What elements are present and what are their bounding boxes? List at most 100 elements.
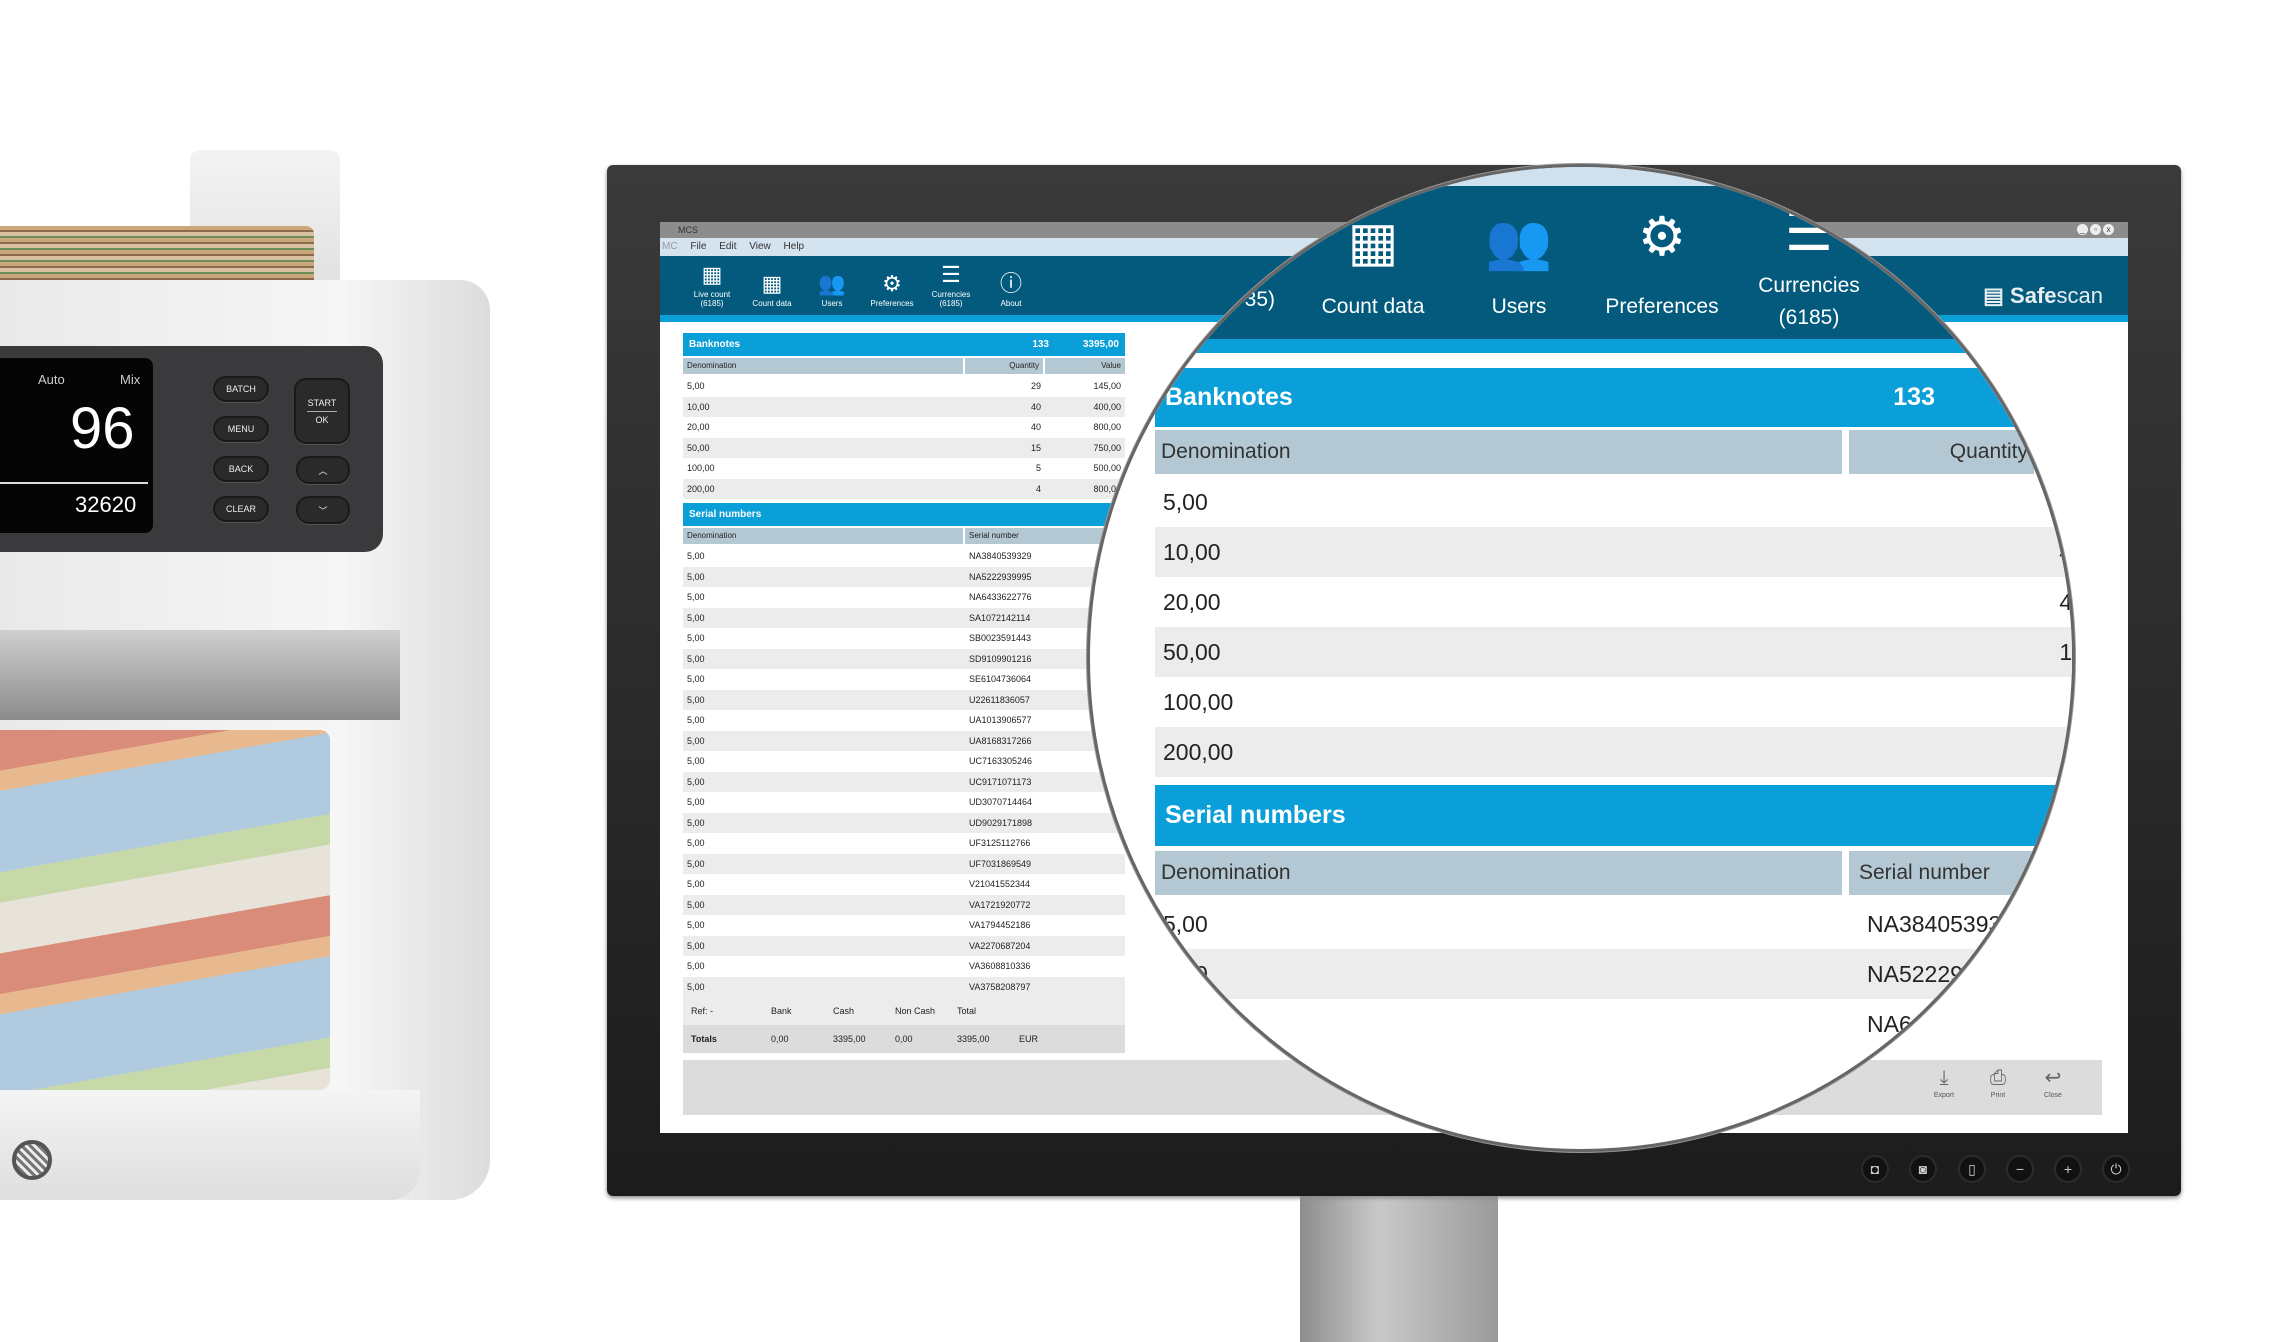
ok-label: OK	[307, 410, 337, 425]
serial-denomination: 5,00	[687, 940, 705, 951]
menu-mc[interactable]: MC	[662, 241, 678, 252]
export-button[interactable]: ⤓ Export	[1922, 1064, 1966, 1099]
menu-file[interactable]: File	[690, 241, 707, 252]
serial-number: VA1794452186	[969, 920, 1031, 931]
menu-button[interactable]: MENU	[213, 416, 269, 442]
table-cell: 200,00	[687, 483, 715, 494]
auto-adjust-icon[interactable]: ◙	[1909, 1155, 1937, 1183]
serial-row: 5,00 UF3125112766	[683, 833, 1125, 854]
quantity: 29	[2059, 489, 2073, 515]
summary-total: 0,00	[895, 1034, 913, 1044]
toolbar-count-data[interactable]: ▦ Count data	[742, 271, 802, 308]
denomination: 5,00	[1163, 489, 1208, 515]
power-icon[interactable]: ⏻	[2102, 1155, 2130, 1183]
denomination: 20,00	[1163, 589, 1221, 615]
summary-total: 0,00	[771, 1034, 789, 1044]
down-button[interactable]: ﹀	[296, 496, 350, 524]
col-serial-number[interactable]: Serial number	[965, 528, 1125, 544]
coins-icon: ☰	[941, 262, 961, 287]
table-cell: 15	[1030, 442, 1041, 453]
col-serial-denomination[interactable]: Denomination	[683, 528, 963, 544]
minimize-button[interactable]: _	[2077, 224, 2088, 235]
count-value: 96	[70, 396, 135, 461]
plus-icon[interactable]: +	[2054, 1155, 2082, 1183]
summary-totals: Totals 0,00 3395,00 0,00 3395,00 EUR	[683, 1025, 1125, 1053]
summary-label: Ref: -	[691, 1006, 714, 1016]
serial-row: 5,00 UD9029171898	[683, 812, 1125, 833]
serial-denomination: 5,00	[687, 694, 705, 705]
magnified-banknote-row: 5,00 29	[1155, 477, 2073, 527]
magnified-count-data[interactable]: Count data	[1321, 295, 1425, 318]
serial-number: UA1013906577	[969, 715, 1032, 726]
up-button[interactable]: ︿	[296, 456, 350, 484]
serial-denomination: 5,00	[687, 735, 705, 746]
serial-number: NA5222939995	[1867, 961, 2027, 987]
chevron-up-icon: ︿	[318, 465, 328, 476]
coins-icon: ☰	[1784, 202, 1834, 262]
chevron-down-icon: ﹀	[318, 505, 328, 516]
calculator-plus-icon: ▦	[761, 271, 783, 296]
table-cell: 20,00	[687, 422, 710, 433]
mode-left: Auto	[38, 372, 65, 387]
magnified-users[interactable]: Users	[1491, 295, 1547, 318]
summary-total: Totals	[691, 1034, 717, 1044]
table-cell: 40	[1030, 422, 1041, 433]
print-button[interactable]: ⎙ Print	[1976, 1064, 2020, 1099]
close-button[interactable]: ↩ Close	[2031, 1064, 2075, 1099]
toolbar-live-count[interactable]: ▦ Live count (6185)	[682, 262, 742, 308]
start-ok-button[interactable]: START OK	[294, 378, 350, 444]
serial-number: V21041552344	[969, 879, 1031, 890]
toolbar-currencies[interactable]: ☰ Currencies (6185)	[921, 262, 981, 308]
toolbar-preferences[interactable]: ⚙ Preferences	[862, 271, 922, 308]
serial-denomination: 5,00	[687, 592, 705, 603]
serial-number: UA8168317266	[969, 735, 1032, 746]
table-cell: 5	[1035, 463, 1041, 474]
serial-number: SB0023591443	[969, 633, 1032, 644]
denomination: 100,00	[1163, 689, 1234, 715]
serial-row: 5,00 SA1072142114	[683, 607, 1125, 628]
menu-edit[interactable]: Edit	[719, 241, 737, 252]
device-display: Auto Mix 96 32620	[0, 358, 153, 533]
magnified-preferences[interactable]: Preferences	[1605, 295, 1719, 318]
magnified-col-quantity[interactable]: Quantity	[1849, 430, 2034, 474]
serial-row: 5,00 VA3758208797	[683, 976, 1125, 997]
menu-help[interactable]: Help	[783, 241, 805, 252]
back-button[interactable]: BACK	[213, 456, 269, 482]
magnified-col-serial-denomination[interactable]: Denomination	[1155, 851, 1842, 895]
col-quantity[interactable]: Quantity	[965, 358, 1043, 374]
magnified-currencies[interactable]: Currencies (6185)	[1758, 274, 1860, 329]
table-row: 100,00 5 500,00	[683, 458, 1125, 479]
users-icon: 👥	[1485, 212, 1553, 272]
magnified-col-denomination[interactable]: Denomination	[1155, 430, 1842, 474]
col-denomination[interactable]: Denomination	[683, 358, 963, 374]
magnified-serial-row: 5,00 NA6433622776	[1155, 999, 2072, 1049]
toolbar-users[interactable]: 👥 Users	[802, 271, 862, 308]
close-window-button[interactable]: x	[2103, 224, 2114, 235]
serial-row: 5,00 UC7163305246	[683, 751, 1125, 772]
serials-rows: 5,00 NA3840539329 5,00 NA5222939995 5,00 NA64…	[683, 546, 1125, 997]
quantity: 5	[1895, 677, 2072, 727]
serial-number: NA3840539329	[1867, 911, 2027, 937]
minus-icon[interactable]: −	[2006, 1155, 2034, 1183]
calculator-clock-icon: ▦	[701, 262, 723, 287]
banknotes-rows: 5,00 29 145,00 10,00 40 400,00 20,00 40 800,00 50…	[683, 376, 1125, 499]
serial-row: 5,00 UA1013906577	[683, 710, 1125, 731]
window-title: MCS	[678, 225, 698, 235]
summary-total: EUR	[1019, 1034, 1039, 1044]
banknotes-title: Banknotes	[689, 339, 741, 350]
batch-button[interactable]: BATCH	[213, 376, 269, 402]
denomination: 200,00	[1163, 739, 1234, 765]
toolbar-about[interactable]: ⓘ About	[981, 271, 1041, 308]
table-row: 50,00 15 750,00	[683, 437, 1125, 458]
col-value[interactable]: Value	[1045, 358, 1125, 374]
input-source-icon[interactable]: ◘	[1861, 1155, 1889, 1183]
magnified-col-serial-number[interactable]: Serial number	[1849, 851, 2072, 895]
users-icon: 👥	[818, 271, 846, 296]
menu-icon[interactable]: ▯	[1958, 1155, 1986, 1183]
summary-label: Cash	[833, 1006, 855, 1016]
restore-button[interactable]: ▫	[2090, 224, 2101, 235]
clear-button[interactable]: CLEAR	[213, 496, 269, 522]
menu-view[interactable]: View	[749, 241, 771, 252]
serial-denomination: 5,00	[687, 920, 705, 931]
serial-number: VA3758208797	[969, 981, 1031, 992]
